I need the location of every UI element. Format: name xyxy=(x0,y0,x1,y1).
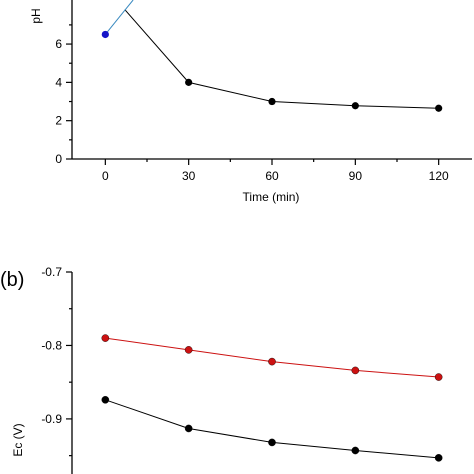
panel-label-b: (b) xyxy=(0,269,24,291)
ph-panel: pH Time (min) 0 30 60 90 120 0 2 4 6 xyxy=(29,0,472,204)
ph-x-tick-label: 60 xyxy=(265,169,279,183)
ec-y-tick-label: -0.9 xyxy=(41,412,62,426)
ph-x-tick-label: 120 xyxy=(429,169,449,183)
ec-data-point xyxy=(268,438,276,447)
ph-series-line xyxy=(104,0,134,35)
ph-x-tick-label: 90 xyxy=(349,169,363,183)
ph-x-tick-label: 30 xyxy=(182,169,196,183)
ec-series-line xyxy=(105,399,439,459)
ph-data-point xyxy=(268,97,276,106)
ec-data-point xyxy=(351,446,360,455)
ph-data-point xyxy=(435,104,443,112)
ec-data-point xyxy=(434,373,443,381)
ph-y-tick-label: 4 xyxy=(55,75,62,89)
ec-data-point xyxy=(268,357,276,366)
ph-y-tick-label: 0 xyxy=(55,152,62,166)
ph-x-tick-label: 0 xyxy=(102,169,109,183)
ec-series-line xyxy=(105,337,439,378)
ec-data-point xyxy=(351,366,360,375)
ec-y-tick-label: -0.7 xyxy=(41,265,62,279)
ph-data-point xyxy=(185,78,193,86)
ec-data-point xyxy=(101,396,110,404)
ph-x-axis-label: Time (min) xyxy=(243,190,300,204)
ec-data-point xyxy=(434,454,443,462)
ec-y-tick-label: -0.8 xyxy=(41,338,62,352)
ec-data-point xyxy=(184,346,193,354)
ec-data-point xyxy=(101,334,110,342)
ec-y-axis-label: Ec (V) xyxy=(11,423,25,456)
ph-data-point xyxy=(351,102,359,110)
ph-data-point xyxy=(101,30,109,39)
ph-y-tick-label: 2 xyxy=(55,114,62,128)
ph-y-tick-label: 6 xyxy=(55,37,62,51)
ec-data-point xyxy=(184,424,193,433)
ph-series-line xyxy=(124,9,439,109)
ec-panel: (b) Ec (V) -0.7 -0.8 -0.9 xyxy=(0,265,443,474)
ph-y-axis-label: pH xyxy=(29,8,43,23)
